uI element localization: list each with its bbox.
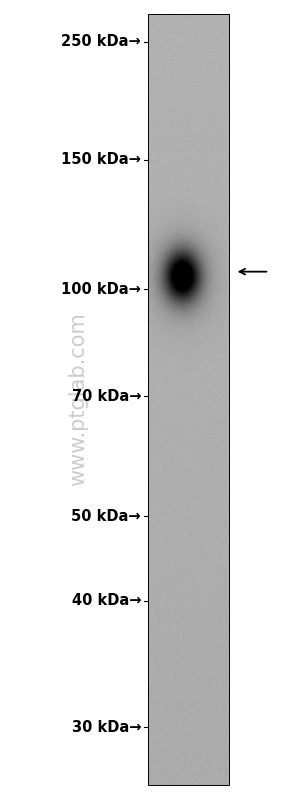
Text: 40 kDa→: 40 kDa→ [72, 594, 141, 608]
Text: 30 kDa→: 30 kDa→ [72, 720, 141, 734]
Text: www.ptglab.com: www.ptglab.com [68, 312, 88, 487]
Text: 150 kDa→: 150 kDa→ [61, 153, 141, 167]
Text: 100 kDa→: 100 kDa→ [61, 282, 141, 296]
Text: 70 kDa→: 70 kDa→ [72, 389, 141, 403]
Text: 50 kDa→: 50 kDa→ [71, 509, 141, 523]
Text: 250 kDa→: 250 kDa→ [61, 34, 141, 49]
Bar [148, 14, 229, 785]
